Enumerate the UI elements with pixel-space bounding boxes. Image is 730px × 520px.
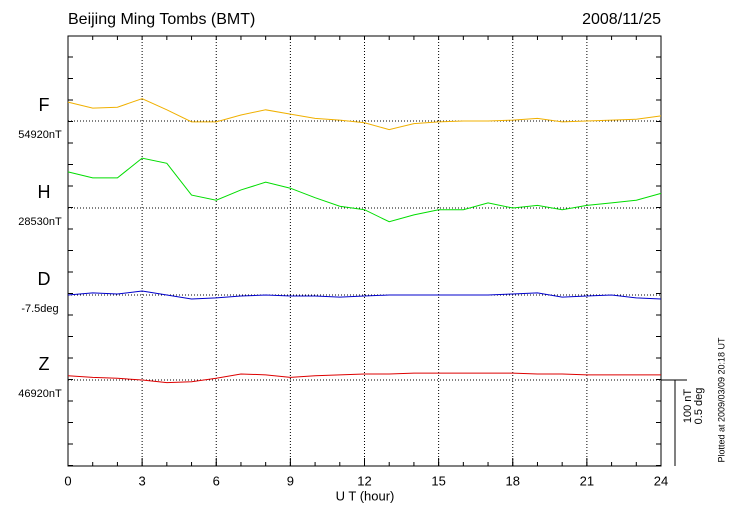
chart-date: 2008/11/25 [582, 11, 661, 28]
x-tick-label: 24 [654, 473, 668, 488]
series-name: H [38, 182, 51, 202]
series-name: D [38, 269, 51, 289]
plot-frame [67, 35, 662, 467]
series-baseline: 54920nT [18, 129, 62, 141]
scale-label: 100 nT [682, 389, 694, 424]
series-baseline: -7.5deg [21, 303, 58, 315]
series-line [67, 372, 661, 384]
x-tick-label: 0 [64, 473, 71, 488]
scale-label: 0.5 deg [693, 388, 705, 425]
x-tick-label: 12 [357, 473, 371, 488]
series-line [67, 290, 662, 300]
series-name: Z [39, 354, 50, 374]
series-baseline: 28530nT [18, 216, 62, 228]
plotted-note: Plotted at 2009/03/09 20:18 UT [716, 337, 726, 463]
x-tick-label: 18 [506, 473, 520, 488]
x-axis-label: U T (hour) [336, 488, 395, 503]
x-tick-label: 6 [213, 473, 220, 488]
x-tick-label: 21 [580, 473, 594, 488]
series-baseline: 46920nT [18, 388, 62, 400]
x-tick-label: 3 [139, 473, 146, 488]
x-tick-label: 15 [431, 473, 445, 488]
chart-title: Beijing Ming Tombs (BMT) [68, 11, 255, 28]
series-line [67, 98, 662, 131]
x-tick-label: 9 [287, 473, 294, 488]
series-name: F [39, 95, 50, 115]
series-line [67, 157, 662, 223]
